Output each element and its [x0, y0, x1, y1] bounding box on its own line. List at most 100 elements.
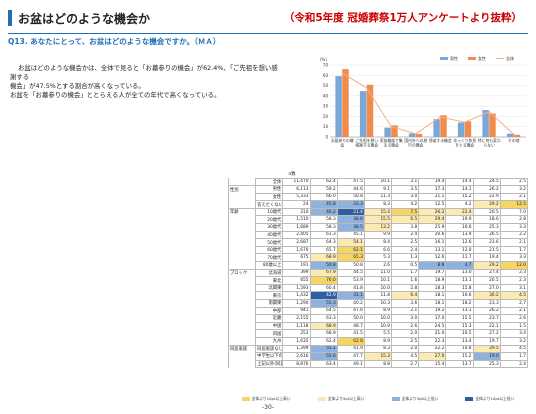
row-n: 6,113: [282, 185, 311, 194]
table-cell: 12.0: [499, 261, 529, 270]
row-group: [227, 284, 257, 292]
table-cell: 14.8: [445, 344, 474, 354]
row-n: 253: [282, 329, 311, 338]
bar-female: [513, 134, 521, 137]
row-group: [227, 253, 257, 262]
table-cell: 47.5: [336, 177, 365, 187]
table-row: 60歳代 1,670 65.7 62.1 6.6 2.4 13.1 12.0 21.5 1.7: [227, 245, 529, 255]
table-cell: 53.9: [336, 276, 365, 285]
table-cell: 50.0: [336, 314, 365, 323]
table-row: 全体 11,470 62.4 47.5 10.1 3.1 19.4 14.4 24.5 2.5: [227, 177, 529, 187]
table-cell: 19.2: [418, 306, 447, 316]
table-cell: 8.3: [363, 200, 393, 209]
row-n: 1,290: [282, 299, 311, 308]
row-group: 同居家族: [227, 344, 257, 353]
row-label: 九州: [255, 336, 284, 346]
row-group: [227, 200, 257, 209]
table-cell: 48.7: [336, 321, 365, 331]
row-n: 210: [282, 207, 311, 217]
table-row: 近畿 2,155 63.3 50.0 10.0 3.0 17.0 15.5 23.7 2.6: [227, 314, 529, 323]
row-label: 70歳代: [255, 253, 284, 263]
row-n: 1,635: [282, 336, 311, 346]
table-cell: 4.5: [391, 352, 420, 361]
row-n: 1,670: [282, 245, 311, 255]
table-cell: 15.4: [418, 359, 447, 369]
table-cell: 21.5: [472, 245, 501, 255]
legend-label: 全体より5pt以上低い: [401, 396, 439, 401]
summary-line: お盆を「お墓参りの機会」ととらえる人が全ての年代で高くなっている。: [10, 91, 221, 99]
row-label: 中学生以下の子ども(孫)と同居: [255, 352, 284, 361]
table-cell: 22.4: [445, 207, 474, 217]
row-label: 中部: [255, 306, 284, 316]
row-n: 675: [282, 253, 311, 263]
table-row: 中学生以下の子ども(孫)と同居2,61655.647.715.34.527.01…: [227, 352, 529, 361]
table-cell: 13.1: [445, 306, 474, 316]
line-point: [463, 121, 466, 124]
table-cell: 18.6: [472, 215, 501, 225]
table-row: 中国 1,118 68.9 48.7 10.9 2.6 24.5 15.3 22.1 1.5: [227, 321, 529, 331]
x-tick-label: ゆっくり休息をとる機会: [453, 138, 476, 147]
crosstab-table: n数 全体 11,470 62.4 47.5 10.1 3.1 19.4 14.4 24.5 2.5…: [227, 171, 529, 369]
table-cell: 8.3: [363, 344, 393, 354]
table-cell: 1.7: [499, 245, 529, 255]
row-n: 1,432: [282, 291, 311, 300]
table-cell: 50.8: [309, 261, 338, 270]
row-n: 2,405: [282, 230, 311, 240]
table-cell: 15.2: [445, 192, 474, 202]
table-cell: 60.4: [309, 283, 338, 293]
table-cell: 18.2: [445, 299, 474, 308]
table-cell: 6.4: [391, 291, 420, 300]
table-cell: 13.9: [445, 230, 474, 240]
table-cell: 1.6: [391, 276, 420, 285]
n-header: n数: [288, 172, 296, 178]
line-point: [512, 133, 515, 136]
table-cell: 20.6: [418, 230, 447, 240]
table-cell: 25.3: [472, 223, 501, 232]
table-cell: 12.0: [445, 245, 474, 255]
y-tick-label: 70: [323, 63, 329, 68]
table-cell: 62.1: [336, 245, 365, 255]
line-point: [439, 116, 442, 118]
table-cell: 41.9: [336, 344, 365, 354]
table-cell: 20.5: [472, 276, 501, 285]
table-cell: 2.4: [499, 359, 529, 369]
table-cell: 50.8: [336, 192, 365, 202]
table-cell: 13.1: [418, 245, 447, 255]
table-cell: 22.9: [472, 192, 501, 202]
table-cell: 19.4: [472, 253, 501, 263]
table-cell: 10.1: [363, 177, 393, 187]
table-cell: 27.4: [472, 268, 501, 278]
highlight-legend: 全体より10pt以上高い 全体より5pt以上高い 全体より5pt以上低い 全体より10…: [228, 396, 528, 402]
table-cell: 19.7: [472, 336, 501, 346]
row-group: [227, 261, 257, 270]
table-cell: 8.8: [363, 359, 393, 369]
table-cell: 58.3: [309, 215, 338, 225]
table-cell: 54.1: [336, 238, 365, 247]
table-cell: 9.9: [363, 230, 393, 240]
table-row: 40歳代 2,405 61.3 45.1 9.9 2.4 20.6 13.9 26.5 2.2: [227, 230, 529, 240]
summary-line: お盆はどのような機会かは、全体で見ると「お墓参りの機会」が62.4%、「ご先祖を…: [10, 64, 278, 81]
table-cell: 5.3: [363, 253, 393, 263]
line-total: [341, 72, 515, 135]
table-cell: 50.8: [336, 261, 365, 270]
table-row: 答えたくない 24 45.8 33.3 8.3 4.2 12.5 4.2 29.2 12.5: [227, 200, 529, 209]
bar-female: [489, 113, 496, 137]
row-group: [227, 178, 257, 186]
row-n: 2,616: [282, 352, 311, 361]
legend-swatch: [391, 397, 400, 401]
table-cell: 7.0: [499, 207, 529, 217]
bar-chart: (%) 70 60 50 40 30 20 10 0 お墓参りの機会 ご先祖を想い感謝する機会 家族親…: [318, 55, 530, 173]
row-label: 中国: [255, 321, 284, 331]
table-cell: 21.1: [418, 192, 447, 202]
table-row: 四国 253 68.9 41.5 5.5 2.0 21.0 10.5 27.2 3.4: [227, 329, 529, 338]
row-label: 四国: [255, 329, 284, 338]
table-cell: 13.2: [363, 223, 393, 232]
table-cell: 10.5: [445, 329, 474, 338]
table-cell: 3.3: [499, 253, 529, 263]
row-n: 2,687: [282, 238, 311, 247]
legend-label: 全体より10pt以上低い: [475, 396, 515, 401]
legend-label: 全体: [506, 55, 514, 61]
table-cell: 31.1: [336, 291, 365, 300]
table-cell: 2.7: [499, 299, 529, 308]
legend-swatch: [465, 397, 474, 401]
